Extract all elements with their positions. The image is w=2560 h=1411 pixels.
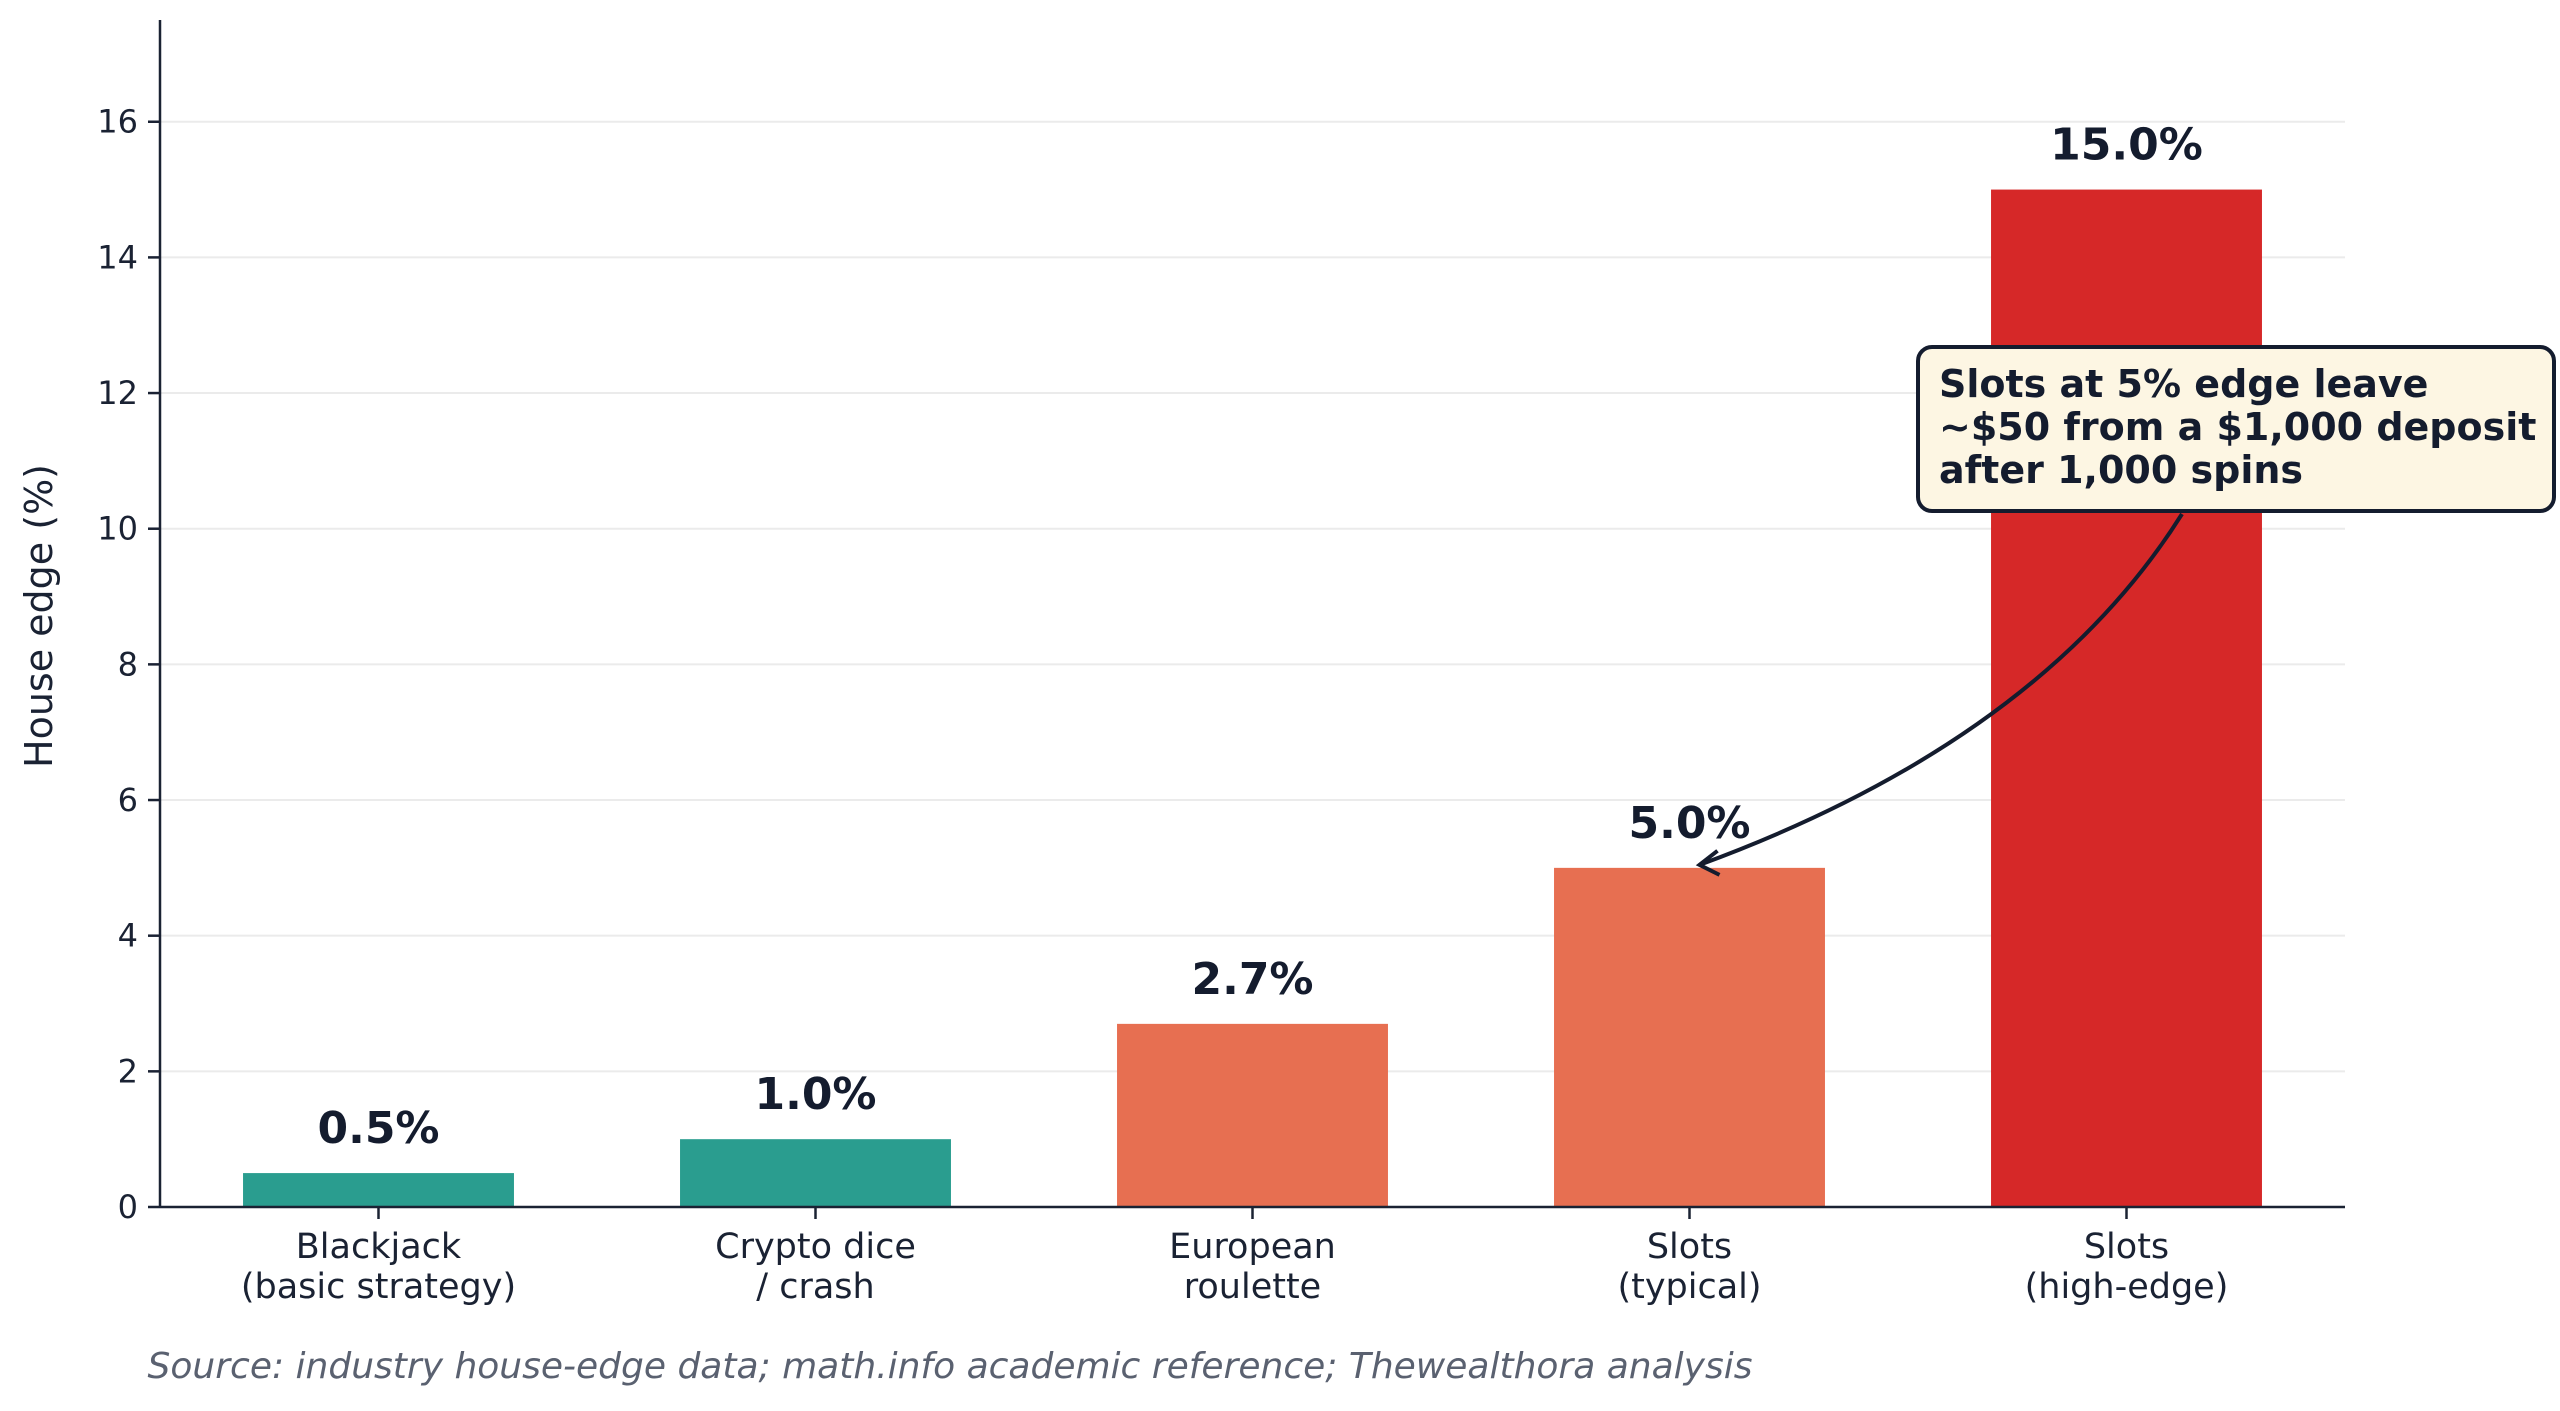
x-tick-label: Blackjack	[296, 1227, 462, 1267]
annotation-arrow	[1698, 512, 2184, 867]
y-tick-label: 8	[118, 645, 138, 683]
y-tick-label: 10	[97, 510, 138, 548]
annotation: Slots at 5% edge leave ~$50 from a $1,00…	[1695, 345, 2556, 877]
annotation-box	[1916, 345, 2556, 513]
annotation-arrowhead	[1695, 849, 1721, 877]
y-tick-label: 14	[97, 238, 138, 276]
bar-layer	[243, 189, 2262, 1208]
bar	[243, 1173, 514, 1207]
label-layer: 0 2 4 6 8 10 12 14 16 0.5% Blackjack(basic strateg…	[97, 103, 2228, 1307]
x-tick-label: roulette	[1184, 1267, 1321, 1307]
y-tick-label: 0	[118, 1188, 138, 1226]
axis-layer	[148, 20, 2345, 1219]
annotation-line-2: ~$50 from a $1,000 deposit	[1939, 405, 2536, 449]
y-tick-label: 16	[97, 103, 138, 141]
x-tick-label: (typical)	[1617, 1267, 1761, 1307]
x-tick-label: Crypto dice	[715, 1227, 916, 1267]
bar	[1117, 1023, 1388, 1207]
y-tick-label: 4	[118, 917, 138, 955]
bar	[1554, 867, 1825, 1207]
bar	[680, 1139, 951, 1207]
y-tick-label: 2	[118, 1052, 138, 1090]
x-tick-label: Slots	[2084, 1227, 2169, 1267]
x-tick-label: Slots	[1647, 1227, 1732, 1267]
x-tick-label: European	[1169, 1227, 1336, 1267]
grid-layer	[160, 120, 2345, 1073]
bar	[1991, 189, 2262, 1208]
bar-value-label: 15.0%	[2050, 120, 2203, 171]
annotation-line-3: after 1,000 spins	[1939, 448, 2303, 492]
x-tick-label: (basic strategy)	[241, 1267, 516, 1307]
bar-value-label: 2.7%	[1191, 954, 1313, 1005]
bar-value-label: 5.0%	[1628, 798, 1750, 849]
source-note: Source: industry house-edge data; math.i…	[148, 1346, 1753, 1387]
x-tick-label: / crash	[756, 1267, 874, 1307]
bar-value-label: 1.0%	[754, 1069, 876, 1120]
x-tick-label: (high-edge)	[2025, 1267, 2229, 1307]
annotation-line-1: Slots at 5% edge leave	[1939, 362, 2428, 406]
y-axis-title: House edge (%)	[17, 464, 61, 768]
y-tick-label: 12	[97, 374, 138, 412]
y-tick-label: 6	[118, 781, 138, 819]
bar-value-label: 0.5%	[317, 1103, 439, 1154]
